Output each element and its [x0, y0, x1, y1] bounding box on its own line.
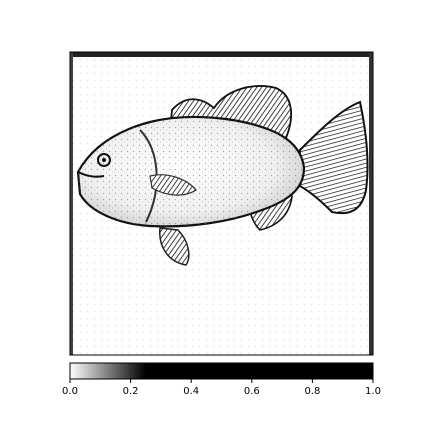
colorbar-tick-label: 0.0 [62, 386, 78, 397]
colorbar-tick-label: 0.2 [123, 386, 139, 397]
colorbar: 0.0 0.2 0.4 0.6 0.8 1.0 [62, 362, 381, 397]
colorbar-tick-label: 0.8 [304, 386, 320, 397]
colorbar-tick-label: 0.4 [183, 386, 199, 397]
colorbar-fill [70, 363, 373, 379]
image-frame [69, 51, 374, 356]
fish-silhouette [76, 85, 369, 266]
colorbar-tick-label: 1.0 [365, 386, 381, 397]
colorbar-ticks: 0.0 0.2 0.4 0.6 0.8 1.0 [62, 379, 381, 397]
colorbar-tick-label: 0.6 [244, 386, 260, 397]
heatmap-image [70, 52, 373, 355]
colorbar-frame [69, 362, 374, 380]
